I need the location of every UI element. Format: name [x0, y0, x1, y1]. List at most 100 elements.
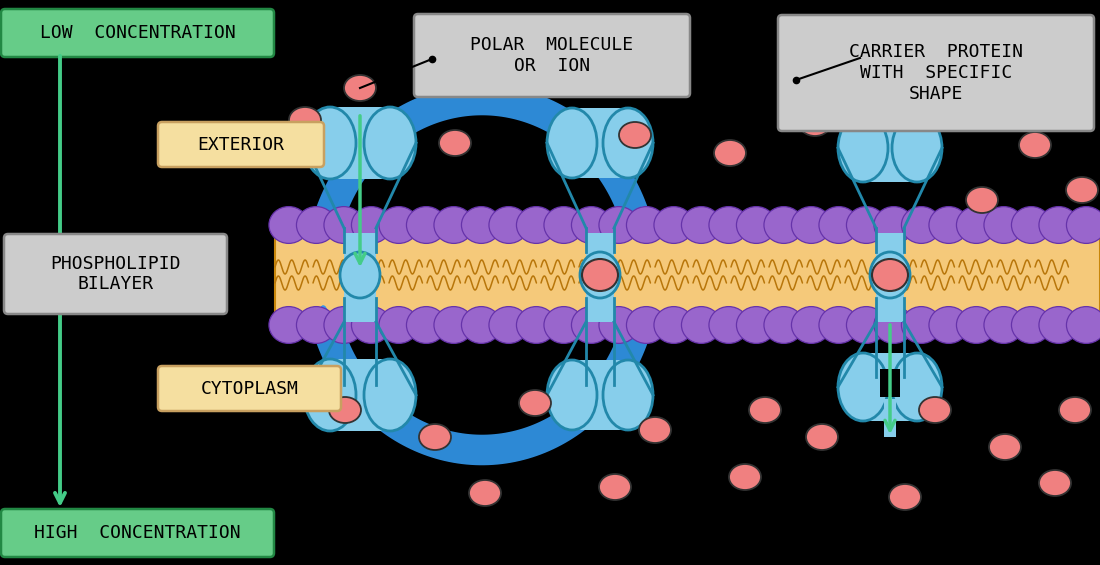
Text: PHOSPHOLIPID
BILAYER: PHOSPHOLIPID BILAYER	[51, 255, 180, 293]
Bar	[864, 114, 917, 182]
Ellipse shape	[989, 434, 1021, 460]
Bar	[330, 359, 390, 431]
Ellipse shape	[984, 207, 1024, 244]
Ellipse shape	[517, 307, 557, 344]
Ellipse shape	[296, 307, 337, 344]
Ellipse shape	[1067, 307, 1100, 344]
Ellipse shape	[407, 307, 447, 344]
Ellipse shape	[627, 307, 666, 344]
Ellipse shape	[323, 307, 363, 344]
Ellipse shape	[682, 207, 722, 244]
Ellipse shape	[939, 97, 971, 123]
Bar	[876, 233, 904, 322]
Ellipse shape	[956, 207, 996, 244]
Ellipse shape	[433, 207, 473, 244]
Ellipse shape	[462, 307, 502, 344]
Ellipse shape	[296, 207, 337, 244]
Ellipse shape	[580, 252, 620, 298]
Ellipse shape	[818, 307, 858, 344]
Bar	[594, 412, 606, 430]
FancyBboxPatch shape	[4, 234, 227, 314]
Ellipse shape	[582, 259, 618, 291]
Bar	[586, 233, 614, 322]
Ellipse shape	[872, 259, 908, 291]
Ellipse shape	[600, 207, 638, 244]
Ellipse shape	[344, 75, 376, 101]
Ellipse shape	[1067, 207, 1100, 244]
FancyBboxPatch shape	[158, 366, 341, 411]
Ellipse shape	[918, 397, 952, 423]
Ellipse shape	[603, 108, 653, 178]
Ellipse shape	[847, 207, 887, 244]
Ellipse shape	[304, 107, 356, 179]
Bar	[572, 360, 628, 430]
Ellipse shape	[838, 353, 888, 421]
Ellipse shape	[966, 187, 998, 213]
Ellipse shape	[627, 207, 666, 244]
Ellipse shape	[352, 207, 392, 244]
Ellipse shape	[930, 207, 969, 244]
Ellipse shape	[268, 307, 308, 344]
Ellipse shape	[892, 353, 942, 421]
FancyBboxPatch shape	[1, 9, 274, 57]
Ellipse shape	[901, 307, 940, 344]
Ellipse shape	[714, 140, 746, 166]
Bar	[572, 108, 628, 178]
Bar	[884, 417, 896, 437]
Ellipse shape	[806, 424, 838, 450]
Ellipse shape	[547, 108, 597, 178]
Ellipse shape	[572, 307, 612, 344]
Ellipse shape	[1040, 470, 1071, 496]
Ellipse shape	[892, 114, 942, 182]
Ellipse shape	[407, 207, 447, 244]
Ellipse shape	[364, 107, 416, 179]
Ellipse shape	[737, 307, 775, 344]
Ellipse shape	[352, 307, 392, 344]
Ellipse shape	[799, 110, 830, 136]
Ellipse shape	[708, 207, 748, 244]
Ellipse shape	[729, 464, 761, 490]
Ellipse shape	[544, 207, 583, 244]
Bar	[880, 369, 900, 397]
Ellipse shape	[639, 417, 671, 443]
Ellipse shape	[469, 480, 500, 506]
FancyBboxPatch shape	[778, 15, 1094, 131]
Ellipse shape	[572, 207, 612, 244]
Ellipse shape	[268, 207, 308, 244]
Ellipse shape	[378, 207, 418, 244]
Ellipse shape	[901, 207, 940, 244]
Ellipse shape	[439, 130, 471, 156]
Ellipse shape	[378, 307, 418, 344]
Ellipse shape	[792, 307, 832, 344]
Text: CARRIER  PROTEIN
WITH  SPECIFIC
SHAPE: CARRIER PROTEIN WITH SPECIFIC SHAPE	[849, 43, 1023, 103]
Bar	[275, 233, 1100, 317]
Ellipse shape	[654, 307, 694, 344]
Ellipse shape	[323, 207, 363, 244]
Text: EXTERIOR: EXTERIOR	[198, 136, 285, 154]
Ellipse shape	[433, 307, 473, 344]
Ellipse shape	[600, 474, 631, 500]
FancyBboxPatch shape	[1, 509, 274, 557]
Ellipse shape	[1038, 207, 1078, 244]
Text: HIGH  CONCENTRATION: HIGH CONCENTRATION	[34, 524, 241, 542]
Ellipse shape	[289, 107, 321, 133]
Ellipse shape	[329, 397, 361, 423]
Ellipse shape	[847, 307, 887, 344]
Ellipse shape	[1038, 307, 1078, 344]
Ellipse shape	[619, 122, 651, 148]
Ellipse shape	[519, 390, 551, 416]
Ellipse shape	[737, 207, 775, 244]
Ellipse shape	[763, 307, 803, 344]
Ellipse shape	[749, 397, 781, 423]
Ellipse shape	[600, 307, 638, 344]
Bar	[353, 413, 367, 431]
Ellipse shape	[304, 359, 356, 431]
Text: CYTOPLASM: CYTOPLASM	[200, 380, 298, 398]
Ellipse shape	[364, 359, 416, 431]
Bar	[330, 107, 390, 179]
Bar	[344, 233, 376, 322]
Ellipse shape	[340, 252, 379, 298]
Ellipse shape	[490, 307, 529, 344]
Ellipse shape	[870, 252, 910, 298]
Ellipse shape	[682, 307, 722, 344]
